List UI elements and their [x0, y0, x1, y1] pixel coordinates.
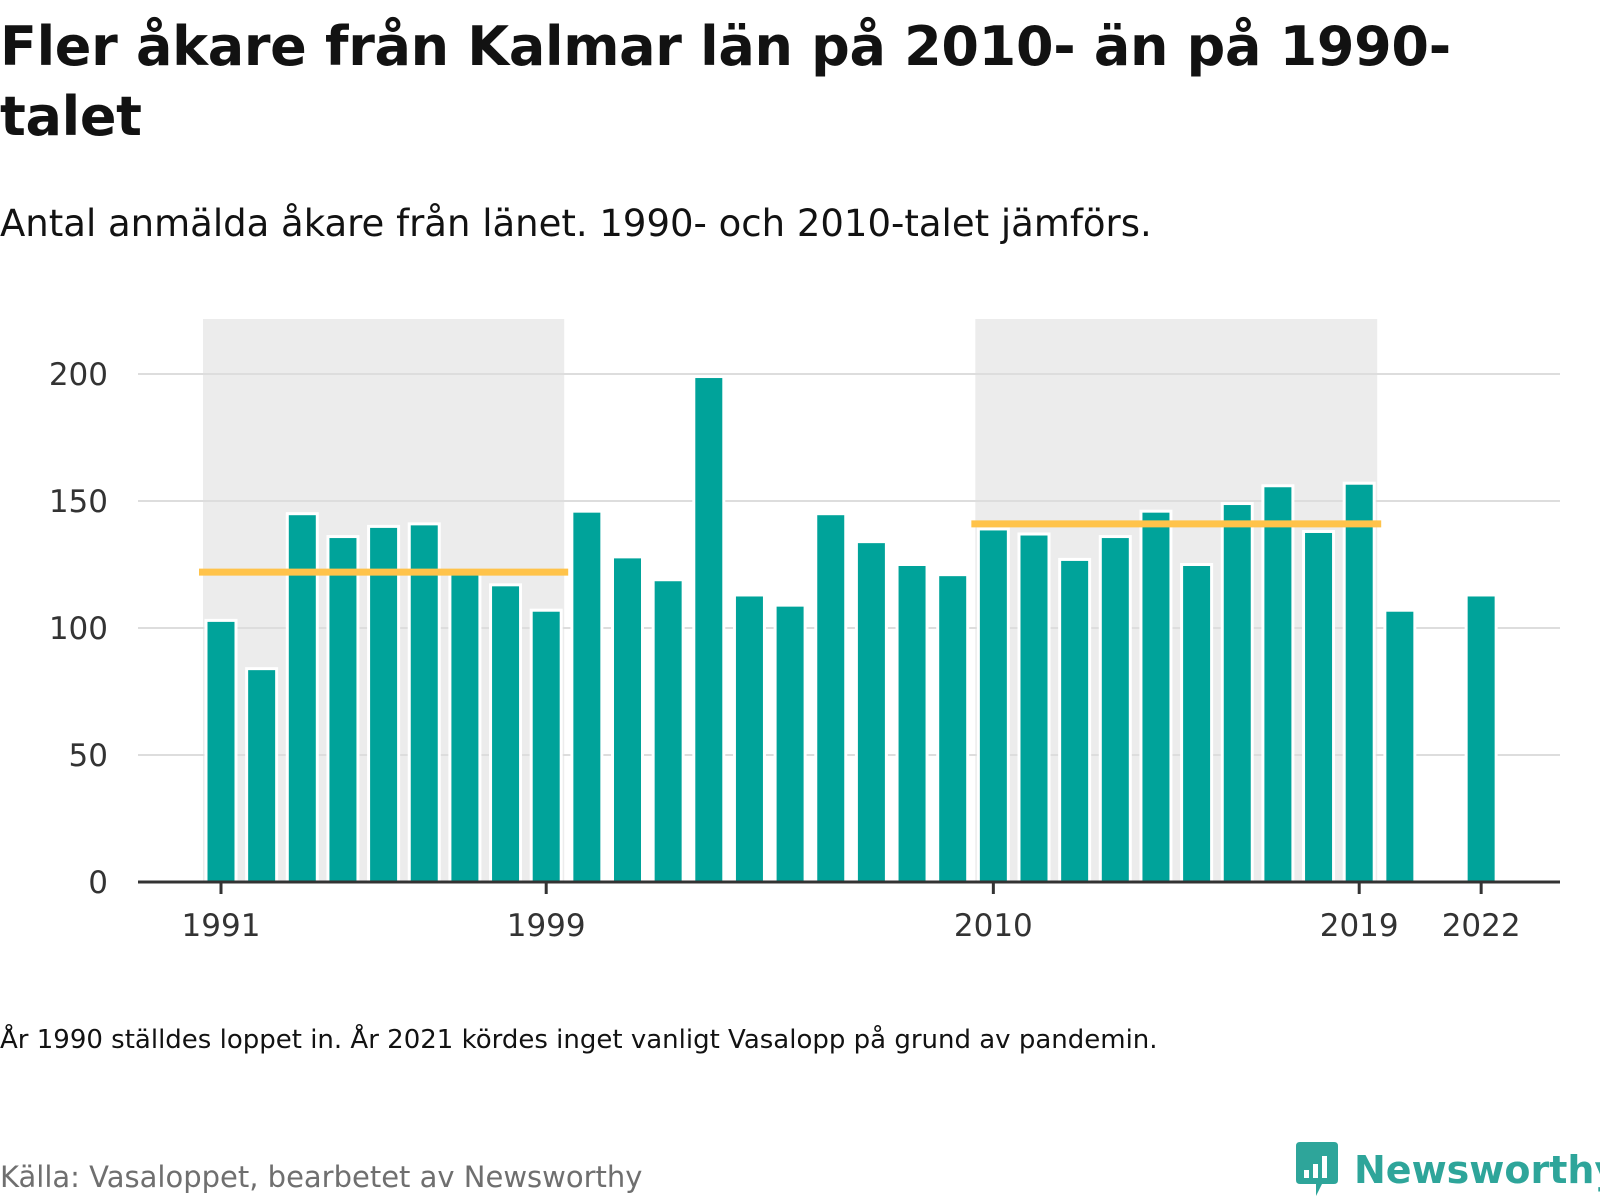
- bar-2020: [1383, 608, 1417, 884]
- bar-2014: [1139, 509, 1173, 884]
- chart-subtitle: Antal anmälda åkare från länet. 1990- oc…: [0, 202, 1152, 245]
- average-lines: [199, 520, 1382, 576]
- bar-2019: [1342, 481, 1376, 884]
- bar-2010: [976, 527, 1010, 884]
- bar-2018: [1302, 529, 1336, 884]
- x-tick-label-2019: 2019: [1320, 908, 1399, 944]
- bar-2017: [1261, 484, 1295, 884]
- bar-chart: 0 50 100 150 200 1991 1999 2010 2019 2022: [49, 319, 1560, 944]
- bar-1995: [367, 524, 401, 884]
- bar-2011: [1017, 532, 1051, 884]
- bar-1998: [489, 583, 523, 884]
- x-tick-label-1999: 1999: [507, 908, 586, 944]
- bar-1994: [326, 535, 360, 884]
- bar-2009: [936, 573, 970, 884]
- bar-2016: [1220, 502, 1254, 884]
- brand-name: Newsworthy: [1354, 1148, 1600, 1192]
- bar-2001: [611, 555, 644, 884]
- bar-2012: [1058, 557, 1092, 884]
- brand-logo: Newsworthy: [1292, 1140, 1600, 1200]
- bar-2022: [1464, 593, 1498, 884]
- bar-2015: [1180, 563, 1214, 884]
- bar-1999: [529, 608, 563, 884]
- bar-2003: [692, 375, 726, 884]
- bar-2006: [814, 512, 848, 884]
- x-axis-labels: 1991 1999 2010 2019 2022: [182, 908, 1521, 944]
- bar-2008: [895, 563, 929, 884]
- bar-1997: [448, 570, 482, 884]
- bar-2002: [651, 578, 685, 884]
- bar-2000: [570, 509, 604, 884]
- bar-2013: [1098, 535, 1132, 884]
- bar-1991: [204, 618, 238, 884]
- bar-1996: [407, 522, 441, 884]
- y-tick-label-0: 0: [88, 865, 108, 901]
- bar-2004: [732, 593, 766, 884]
- chart-title: Fler åkare från Kalmar län på 2010- än p…: [0, 15, 1451, 148]
- y-tick-label-50: 50: [69, 738, 108, 774]
- y-tick-label-200: 200: [49, 357, 108, 393]
- y-tick-label-150: 150: [49, 484, 108, 520]
- y-tick-label-100: 100: [49, 611, 108, 647]
- bar-1992: [245, 667, 279, 884]
- newsworthy-logo-icon: [1296, 1142, 1338, 1196]
- x-tick-label-2022: 2022: [1442, 908, 1521, 944]
- source-text: Källa: Vasaloppet, bearbetet av Newswort…: [0, 1160, 643, 1194]
- x-axis: [138, 880, 1560, 894]
- y-axis-labels: 0 50 100 150 200: [49, 357, 108, 901]
- bar-2005: [773, 603, 807, 884]
- x-tick-label-2010: 2010: [954, 908, 1033, 944]
- footnote: År 1990 ställdes loppet in. År 2021 körd…: [0, 1025, 1158, 1055]
- bar-2007: [854, 540, 888, 884]
- x-tick-label-1991: 1991: [182, 908, 261, 944]
